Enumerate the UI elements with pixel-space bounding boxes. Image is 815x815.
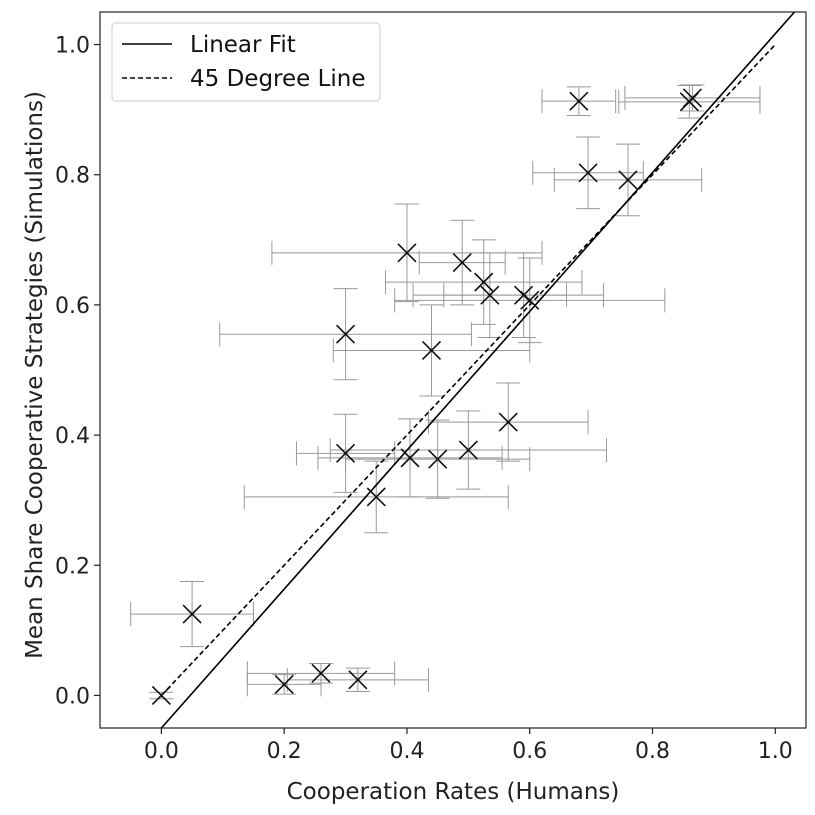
data-point-3 (311, 663, 331, 683)
data-point-7 (366, 487, 386, 507)
data-point-15 (480, 285, 500, 305)
data-point-9 (400, 448, 420, 468)
data-point-stroke-b-4 (348, 670, 368, 690)
data-point-13 (458, 440, 478, 460)
data-point-16 (498, 412, 518, 432)
y-tick-label-1: 0.2 (55, 554, 90, 579)
data-point-stroke-b-7 (366, 487, 386, 507)
x-tick-label-4: 0.8 (635, 739, 670, 764)
data-point-stroke-b-18 (520, 290, 540, 310)
data-point-stroke-b-1 (182, 604, 202, 624)
legend-box (111, 22, 381, 102)
x-tick-label-3: 0.6 (512, 739, 547, 764)
data-point-12 (452, 253, 472, 273)
y-tick-label-0: 0.0 (55, 684, 90, 709)
data-point-20 (578, 163, 598, 183)
lines-layer (160, 12, 796, 728)
data-point-19 (569, 91, 589, 111)
data-point-4 (348, 670, 368, 690)
data-point-6 (335, 443, 356, 463)
data-point-8 (397, 243, 417, 263)
data-point-stroke-b-6 (335, 443, 356, 463)
x-tick-label-2: 0.4 (389, 739, 424, 764)
plot-frame (99, 11, 807, 729)
y-tick-label-5: 1.0 (55, 34, 90, 59)
x-tick-label-0: 0.0 (144, 739, 179, 764)
data-point-stroke-b-5 (335, 324, 356, 344)
data-point-stroke-b-15 (480, 285, 500, 305)
data-point-stroke-b-3 (311, 663, 331, 683)
data-point-stroke-b-16 (498, 412, 518, 432)
data-point-stroke-b-0 (151, 685, 171, 706)
data-point-23 (682, 88, 702, 108)
data-point-18 (520, 290, 540, 310)
data-point-stroke-b-14 (474, 272, 494, 292)
data-point-stroke-b-10 (421, 340, 442, 361)
data-point-stroke-b-2 (274, 674, 294, 694)
y-tick-label-2: 0.4 (55, 424, 90, 449)
y-tick-label-4: 0.8 (55, 164, 90, 189)
x-tick-label-5: 1.0 (758, 739, 793, 764)
degree-45-line (160, 43, 776, 697)
data-point-stroke-b-13 (458, 440, 478, 460)
data-point-10 (421, 340, 442, 361)
x-axis-label: Cooperation Rates (Humans) (287, 779, 620, 805)
legend-linear-fit-label: Linear Fit (190, 32, 296, 58)
data-point-2 (274, 674, 294, 694)
x-tick-label-1: 0.2 (267, 739, 302, 764)
data-point-stroke-b-20 (578, 163, 598, 183)
data-point-14 (474, 272, 494, 292)
data-point-stroke-b-21 (618, 170, 638, 190)
ticks-layer: 0.0 0.2 0.4 0.6 0.8 1.0 0.0 0.2 0.4 0.6 0.8 1.0 (55, 34, 793, 764)
points-layer (151, 88, 702, 706)
data-point-stroke-b-11 (428, 449, 448, 469)
data-point-stroke-b-9 (400, 448, 420, 468)
y-axis-label: Mean Share Cooperative Strategies (Simul… (22, 91, 48, 659)
data-point-stroke-b-12 (452, 253, 472, 273)
linear-fit-line (160, 12, 796, 728)
data-point-stroke-b-19 (569, 91, 589, 111)
y-tick-label-3: 0.6 (55, 294, 90, 319)
data-point-1 (182, 604, 202, 624)
data-point-21 (618, 170, 638, 190)
legend: Linear Fit 45 Degree Line (111, 22, 381, 102)
errorbars-layer (130, 84, 761, 700)
data-point-0 (151, 685, 171, 706)
legend-45-degree-label: 45 Degree Line (190, 66, 366, 92)
data-point-stroke-b-8 (397, 243, 417, 263)
data-point-11 (428, 449, 448, 469)
data-point-5 (335, 324, 356, 344)
data-point-stroke-b-23 (682, 88, 702, 108)
